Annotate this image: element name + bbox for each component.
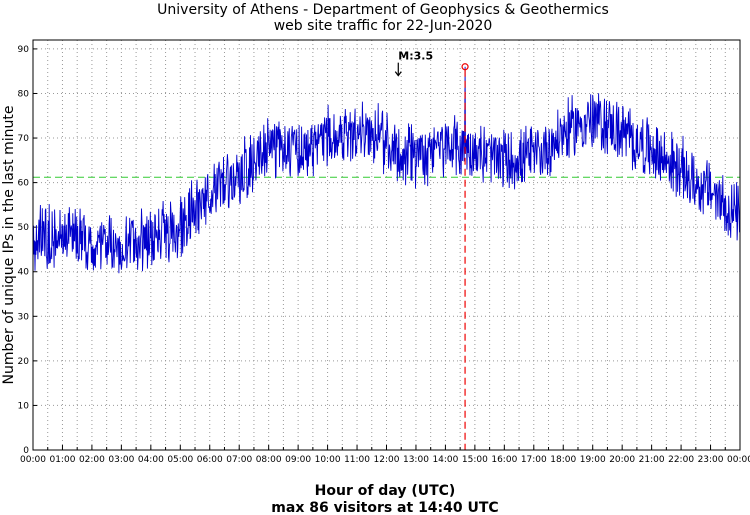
x-tick-label: 13:00	[403, 455, 429, 465]
y-tick-label: 10	[18, 401, 30, 411]
x-tick-label: 21:00	[639, 455, 665, 465]
grid-lines	[33, 40, 740, 450]
x-tick-label: 06:00	[197, 455, 223, 465]
x-tick-label: 07:00	[226, 455, 252, 465]
x-tick-label: 09:00	[285, 455, 311, 465]
y-tick-label: 90	[18, 45, 30, 55]
annotation-arrow	[394, 62, 402, 77]
chart-footer: max 86 visitors at 14:40 UTC	[271, 500, 498, 515]
chart-subtitle: web site traffic for 22-Jun-2020	[274, 18, 493, 34]
y-tick-label: 80	[18, 89, 30, 99]
x-tick-label: 03:00	[108, 455, 134, 465]
x-tick-label: 12:00	[374, 455, 400, 465]
x-tick-label: 15:00	[462, 455, 488, 465]
y-axis-ticks: 0 10 20 30 40 50 60 70 80 90	[18, 45, 37, 456]
chart-title: University of Athens - Department of Geo…	[157, 2, 609, 18]
y-tick-label: 40	[18, 268, 30, 278]
x-tick-label: 00:00	[727, 455, 750, 465]
y-tick-label: 0	[23, 446, 29, 456]
x-tick-label: 05:00	[167, 455, 193, 465]
x-tick-label: 23:00	[698, 455, 724, 465]
x-axis-ticks: 00:00 01:00 02:00 03:00 04:00 05:00 06:00 07:00…	[20, 445, 750, 465]
x-tick-label: 10:00	[315, 455, 341, 465]
y-tick-label: 50	[18, 223, 30, 233]
x-axis-label: Hour of day (UTC)	[315, 483, 456, 499]
plot-frame	[32, 39, 741, 451]
x-tick-label: 02:00	[79, 455, 105, 465]
y-tick-label: 20	[18, 357, 30, 367]
annotation-arrow-head	[394, 71, 402, 77]
x-tick-label: 19:00	[580, 455, 606, 465]
x-tick-label: 22:00	[668, 455, 694, 465]
x-tick-label: 01:00	[49, 455, 75, 465]
x-tick-label: 17:00	[521, 455, 547, 465]
peak-marker-point	[461, 63, 469, 71]
y-tick-label: 70	[18, 134, 30, 144]
x-tick-label: 14:00	[432, 455, 458, 465]
y-axis-label: Number of unique IPs in the last minute	[1, 106, 17, 385]
series-line-visitors	[32, 66, 741, 274]
x-tick-label: 04:00	[138, 455, 164, 465]
annotation-label: M:3.5	[398, 50, 433, 63]
x-tick-label: 18:00	[550, 455, 576, 465]
x-tick-label: 08:00	[256, 455, 282, 465]
y-tick-label: 30	[18, 312, 30, 322]
x-tick-label: 20:00	[609, 455, 635, 465]
x-tick-label: 11:00	[344, 455, 370, 465]
x-tick-label: 16:00	[491, 455, 517, 465]
x-tick-label: 00:00	[20, 455, 46, 465]
y-tick-label: 60	[18, 179, 30, 189]
